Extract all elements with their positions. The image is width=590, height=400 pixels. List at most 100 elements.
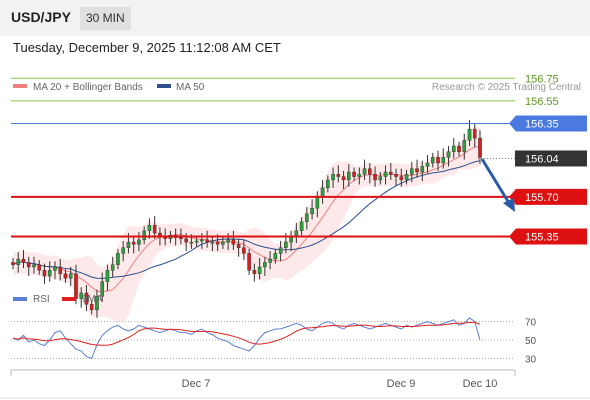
candle — [142, 226, 146, 245]
candle — [326, 175, 330, 193]
candle — [147, 218, 152, 239]
price-chart — [11, 120, 482, 323]
datetime-label: Tuesday, December 9, 2025 11:12:08 AM CE… — [13, 40, 281, 55]
candle — [404, 169, 409, 185]
candle — [388, 163, 393, 180]
candle — [357, 167, 362, 185]
level-label: 156.35 — [525, 118, 559, 130]
candle — [472, 123, 477, 148]
x-tick-label: Dec 9 — [387, 378, 416, 390]
candle — [47, 261, 52, 282]
rsi-line — [12, 317, 481, 360]
candle — [273, 248, 278, 264]
ma9-legend-swatch — [62, 297, 76, 301]
level-pivot: 155.70 — [11, 188, 587, 205]
candle — [451, 138, 456, 159]
candle — [210, 236, 215, 252]
candle — [257, 257, 262, 280]
ma50-legend-swatch — [157, 84, 171, 88]
candle — [16, 252, 21, 273]
symbol-label: USD/JPY — [11, 9, 71, 25]
candle — [58, 259, 63, 281]
candle — [116, 248, 120, 270]
level-label: 155.35 — [525, 231, 559, 243]
x-tick-label: Dec 7 — [182, 378, 211, 390]
candle — [336, 165, 341, 183]
candle — [347, 164, 351, 187]
candle — [446, 146, 451, 167]
candle — [21, 250, 26, 269]
level-label: 155.70 — [525, 192, 559, 204]
candle — [299, 217, 304, 236]
candle — [467, 120, 472, 147]
candle — [394, 168, 398, 186]
bollinger-band — [13, 126, 480, 323]
candle — [121, 240, 125, 262]
rsi-tick-label: 70 — [525, 318, 537, 329]
level-last: 156.04 — [478, 150, 587, 167]
candle — [11, 257, 15, 270]
candle — [105, 264, 110, 291]
candle — [242, 239, 246, 261]
candle — [436, 150, 440, 171]
candle — [341, 170, 346, 189]
candle — [95, 289, 99, 318]
candle — [63, 269, 68, 283]
candle — [236, 238, 241, 257]
candle — [378, 172, 383, 185]
candle — [84, 285, 89, 312]
ma9-legend-label: 9MA — [82, 294, 103, 305]
rsi-panel: 70 50 30 — [11, 317, 537, 365]
candle — [368, 163, 372, 184]
rsi-ma-line — [12, 321, 481, 346]
candle — [37, 260, 42, 275]
candle — [68, 266, 73, 287]
candle — [409, 161, 414, 183]
candle — [310, 199, 314, 220]
copyright-label: Research © 2025 Trading Central — [432, 82, 581, 93]
level-label: 156.04 — [525, 153, 559, 165]
rsi-tick-label: 30 — [525, 354, 537, 365]
candle — [247, 248, 251, 275]
candle — [420, 160, 425, 182]
candle — [252, 263, 257, 282]
candle — [89, 299, 94, 315]
candle — [362, 159, 367, 180]
candle — [100, 272, 105, 302]
candle — [221, 237, 225, 249]
candle — [137, 231, 141, 252]
candle — [430, 152, 435, 168]
rsi-legend-label: RSI — [33, 294, 50, 305]
candle — [152, 216, 157, 239]
candle — [415, 159, 419, 178]
rsi-tick-label: 50 — [525, 336, 537, 347]
candle — [305, 207, 309, 230]
candle — [425, 155, 430, 174]
ma50-legend-label: MA 50 — [176, 82, 205, 93]
candle — [26, 256, 31, 276]
candle — [399, 168, 404, 187]
candle — [278, 240, 283, 262]
candle — [352, 167, 356, 182]
candle — [331, 167, 335, 188]
candle — [462, 133, 467, 160]
ma20-legend-swatch — [13, 84, 27, 88]
level-target: 156.75 — [11, 73, 559, 85]
level-resistance: 156.35 — [11, 115, 587, 132]
candle — [478, 130, 482, 165]
x-tick-label: Dec 10 — [463, 378, 498, 390]
candle — [79, 287, 84, 308]
candle — [53, 261, 57, 280]
timeframe-button[interactable]: 30 MIN — [80, 7, 131, 30]
ma20-legend-label: MA 20 + Bollinger Bands — [33, 82, 143, 93]
candle — [42, 263, 47, 284]
ma20-line — [12, 146, 481, 293]
candle — [383, 165, 388, 185]
candle — [110, 256, 115, 278]
level-label: 156.75 — [525, 73, 559, 85]
rsi-legend-swatch — [13, 297, 27, 301]
candle — [457, 141, 461, 157]
candle — [231, 230, 236, 251]
candle — [205, 230, 209, 248]
candle — [268, 251, 272, 270]
